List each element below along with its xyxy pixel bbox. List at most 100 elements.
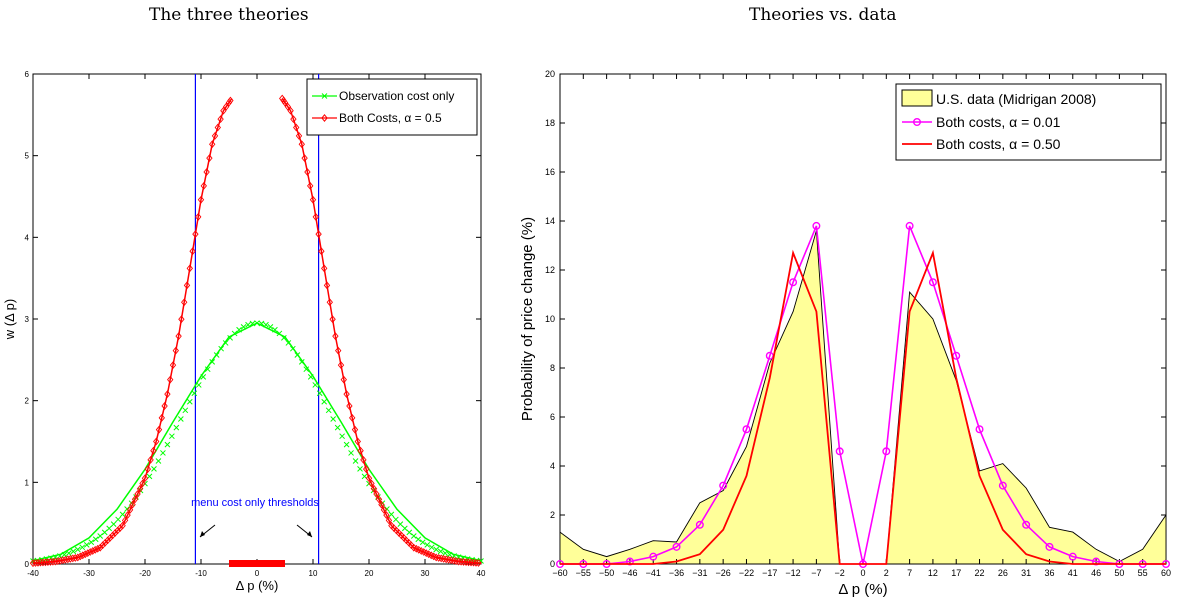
observation-cost-marker bbox=[343, 441, 350, 448]
observation-cost-marker bbox=[312, 382, 319, 388]
observation-cost-marker bbox=[245, 321, 251, 328]
both-costs-marker bbox=[380, 505, 388, 514]
both-costs-marker bbox=[131, 495, 139, 504]
observation-cost-marker bbox=[321, 398, 328, 405]
x-tick-label: 31 bbox=[1021, 568, 1031, 578]
both-costs-marker bbox=[452, 557, 460, 566]
alpha-001-point bbox=[882, 447, 891, 456]
both-costs-marker bbox=[375, 495, 383, 504]
plot-frame bbox=[32, 73, 482, 565]
observation-cost-marker bbox=[92, 536, 99, 543]
both-costs-marker bbox=[172, 346, 179, 355]
alpha-001-point bbox=[928, 278, 937, 287]
alpha-001-point bbox=[1045, 542, 1054, 551]
observation-cost-marker bbox=[124, 506, 130, 512]
observation-cost-marker bbox=[384, 506, 390, 512]
both-costs-marker bbox=[290, 115, 297, 124]
legend-label: Observation cost only bbox=[339, 89, 454, 103]
both-costs-marker bbox=[175, 332, 182, 341]
alpha-050-line bbox=[560, 249, 1166, 565]
observation-cost-marker bbox=[334, 424, 341, 431]
observation-cost-marker bbox=[240, 324, 247, 330]
both-costs-marker bbox=[144, 465, 151, 473]
x-tick-label: 36 bbox=[1044, 568, 1054, 578]
x-tick-label: −7 bbox=[811, 568, 821, 578]
observation-cost-marker bbox=[393, 516, 399, 523]
both-costs-marker bbox=[34, 558, 42, 567]
both-costs-marker bbox=[315, 230, 322, 238]
alpha-001-point bbox=[812, 221, 821, 230]
both-costs-marker bbox=[169, 361, 177, 370]
both-costs-marker bbox=[124, 511, 131, 520]
observation-cost-marker bbox=[160, 450, 166, 456]
both-costs-marker bbox=[346, 402, 353, 410]
both-costs-marker bbox=[445, 555, 452, 564]
observation-cost-marker bbox=[119, 511, 126, 518]
both-costs-marker bbox=[321, 264, 328, 273]
both-costs-marker bbox=[354, 437, 361, 446]
both-costs-marker bbox=[136, 484, 144, 493]
both-costs-marker bbox=[116, 524, 124, 532]
both-costs-marker bbox=[79, 551, 86, 560]
both-costs-marker bbox=[87, 548, 94, 556]
both-costs-marker bbox=[77, 552, 84, 561]
y-tick-label: 0 bbox=[550, 559, 555, 569]
observation-cost-marker bbox=[97, 533, 104, 539]
alpha-001-point bbox=[998, 481, 1007, 490]
both-costs-marker bbox=[44, 558, 52, 567]
x-tick-label: 30 bbox=[421, 569, 430, 578]
observation-cost-marker bbox=[263, 321, 269, 328]
observation-cost-marker bbox=[316, 390, 323, 397]
both-costs-marker bbox=[217, 115, 224, 124]
both-costs-marker bbox=[318, 247, 325, 256]
both-costs-marker bbox=[67, 554, 74, 563]
x-tick-label: −36 bbox=[669, 568, 684, 578]
both-costs-marker bbox=[121, 516, 129, 525]
alpha-001-point bbox=[1068, 552, 1077, 561]
both-costs-marker bbox=[206, 154, 213, 163]
observation-cost-marker bbox=[200, 374, 207, 380]
alpha-001-point bbox=[975, 425, 984, 434]
both-costs-marker bbox=[329, 315, 336, 324]
both-costs-marker bbox=[357, 446, 364, 455]
both-costs-marker bbox=[155, 425, 163, 434]
legend-marker bbox=[321, 114, 328, 122]
both-costs-marker bbox=[89, 547, 96, 555]
both-costs-marker bbox=[189, 247, 196, 256]
observation-cost-marker bbox=[227, 334, 233, 341]
alpha-001-point bbox=[742, 425, 751, 434]
observation-cost-marker bbox=[61, 551, 68, 558]
y-tick-label: 8 bbox=[550, 363, 555, 373]
alpha-001-point bbox=[1022, 520, 1031, 529]
observation-cost-marker bbox=[397, 521, 404, 527]
observation-cost-marker bbox=[151, 465, 157, 472]
both-costs-marker bbox=[101, 538, 109, 547]
observation-cost-marker bbox=[415, 536, 422, 543]
observation-cost-marker bbox=[218, 345, 225, 352]
both-costs-marker bbox=[64, 555, 72, 564]
both-costs-marker bbox=[307, 181, 314, 190]
both-costs-marker bbox=[200, 181, 207, 190]
both-costs-marker bbox=[141, 474, 149, 483]
y-tick-label: 4 bbox=[550, 461, 555, 471]
alpha-001-point bbox=[695, 520, 704, 529]
both-costs-marker bbox=[47, 557, 54, 566]
observation-cost-marker bbox=[352, 458, 359, 464]
both-costs-marker bbox=[92, 545, 99, 554]
observation-cost-marker bbox=[83, 542, 90, 548]
y-tick-label: 16 bbox=[545, 167, 555, 177]
observation-cost-marker bbox=[254, 320, 260, 326]
both-costs-marker bbox=[312, 213, 319, 221]
x-axis-label: Δ p (%) bbox=[838, 581, 887, 598]
y-axis-label: Probability of price change (%) bbox=[519, 217, 536, 421]
both-costs-marker bbox=[111, 529, 119, 537]
legend-label: U.S. data (Midrigan 2008) bbox=[936, 91, 1096, 107]
both-costs-marker bbox=[119, 521, 126, 530]
both-costs-marker bbox=[351, 425, 359, 434]
x-tick-label: 22 bbox=[975, 568, 985, 578]
both-costs-marker bbox=[467, 558, 475, 567]
observation-cost-marker bbox=[298, 359, 305, 365]
both-costs-marker bbox=[349, 413, 356, 422]
observation-cost-marker bbox=[401, 525, 408, 532]
